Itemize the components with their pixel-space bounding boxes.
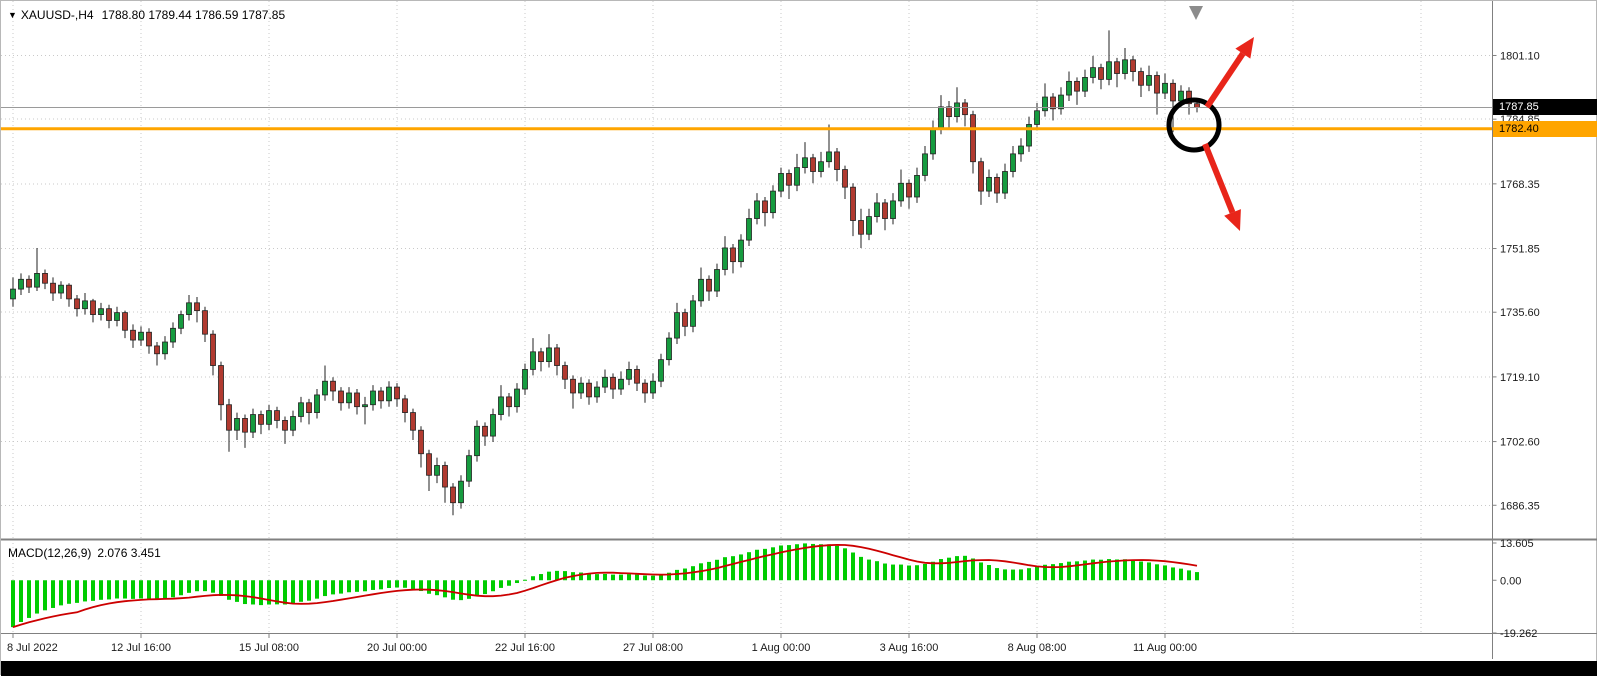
macd-name: MACD(12,26,9) bbox=[8, 546, 92, 560]
up-scenario-arrow bbox=[1204, 51, 1246, 109]
price-axis-label: 1686.35 bbox=[1500, 500, 1540, 512]
time-axis-label: 15 Jul 08:00 bbox=[239, 642, 299, 654]
time-axis-label: 1 Aug 00:00 bbox=[752, 642, 811, 654]
chart-title: ▼ XAUUSD-,H4 1788.80 1789.44 1786.59 1787.… bbox=[8, 8, 285, 22]
candles-layer bbox=[10, 30, 1200, 516]
bottom-bar bbox=[1, 661, 1597, 676]
macd-indicator-label: MACD(12,26,9) 2.076 3.451 bbox=[8, 546, 161, 560]
macd-histogram bbox=[11, 543, 1199, 628]
price-axis-label: 1801.10 bbox=[1500, 50, 1540, 62]
up-scenario-arrow-head bbox=[1235, 37, 1254, 59]
time-axis-label: 8 Aug 08:00 bbox=[1008, 642, 1067, 654]
time-axis-label: 27 Jul 08:00 bbox=[623, 642, 683, 654]
down-scenario-arrow bbox=[1202, 142, 1236, 214]
macd-axis-label: 13.605 bbox=[1500, 538, 1534, 550]
time-axis-label: 8 Jul 2022 bbox=[7, 642, 58, 654]
time-axis-label: 20 Jul 00:00 bbox=[367, 642, 427, 654]
symbol-dropdown-icon[interactable]: ▼ bbox=[8, 10, 17, 20]
ohlc-values: 1788.80 1789.44 1786.59 1787.85 bbox=[101, 8, 286, 22]
time-axis-label: 22 Jul 16:00 bbox=[495, 642, 555, 654]
chart-shift-marker-icon bbox=[1189, 6, 1203, 20]
price-axis-label: 1751.85 bbox=[1500, 244, 1540, 256]
macd-axis-label: -19.262 bbox=[1500, 628, 1537, 640]
time-axis-label: 12 Jul 16:00 bbox=[111, 642, 171, 654]
highlight-circle-annotation bbox=[1166, 97, 1222, 153]
price-chart: 1801.101784.851768.351751.851735.601719.… bbox=[1, 1, 1597, 659]
price-axis-label: 1702.60 bbox=[1500, 437, 1540, 449]
macd-axis-label: 0.00 bbox=[1500, 575, 1521, 587]
symbol-name: XAUUSD-,H4 bbox=[20, 8, 94, 22]
price-axis-label: 1768.35 bbox=[1500, 179, 1540, 191]
hline-price-badge: 1782.40 bbox=[1493, 120, 1597, 137]
bid-price-badge: 1787.85 bbox=[1493, 99, 1597, 116]
macd-values: 2.076 3.451 bbox=[97, 546, 161, 560]
time-axis-label: 3 Aug 16:00 bbox=[880, 642, 939, 654]
price-axis-label: 1719.10 bbox=[1500, 372, 1540, 384]
down-scenario-arrow-head bbox=[1224, 209, 1241, 231]
macd-signal-line bbox=[12, 543, 1198, 628]
price-axis-label: 1735.60 bbox=[1500, 307, 1540, 319]
time-axis-label: 11 Aug 00:00 bbox=[1133, 642, 1197, 654]
